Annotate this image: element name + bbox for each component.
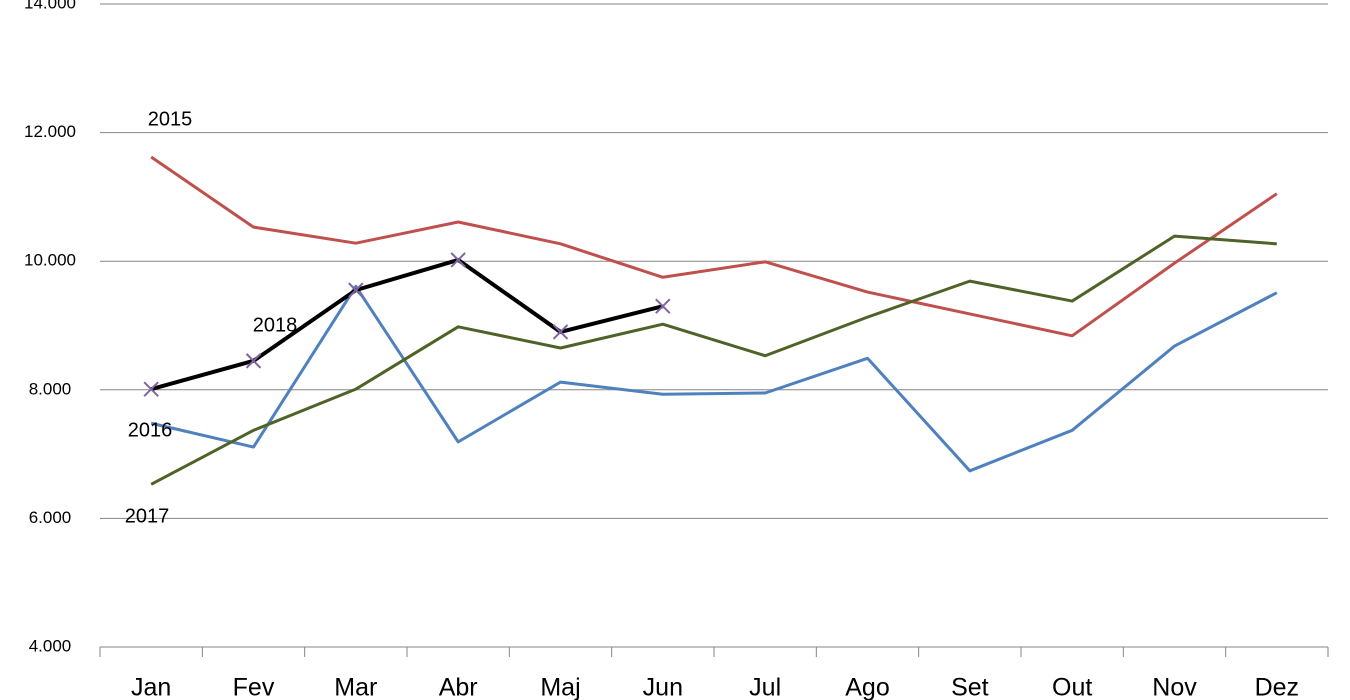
marker <box>348 282 364 298</box>
marker <box>655 298 671 314</box>
x-tick-label: Maj <box>540 674 580 700</box>
marker <box>143 381 159 397</box>
y-tick-label: 14.000 <box>24 0 76 12</box>
x-tick-label: Fev <box>233 674 275 700</box>
series-label: 2017 <box>125 505 170 527</box>
series-line <box>150 284 1278 473</box>
y-tick-label: 10.000 <box>24 251 76 270</box>
x-tick-label: Nov <box>1152 674 1197 700</box>
y-tick-label: 6.000 <box>29 508 72 527</box>
x-tick-label: Jan <box>131 674 171 700</box>
series-line <box>150 155 1278 338</box>
x-tick-label: Jul <box>749 674 781 700</box>
series-label: 2018 <box>253 314 298 336</box>
series-label: 2016 <box>128 419 173 441</box>
x-tick-label: Mar <box>334 674 377 700</box>
x-tick-label: Dez <box>1255 674 1299 700</box>
series-line <box>150 257 664 392</box>
marker <box>450 252 466 268</box>
marker <box>245 353 262 369</box>
y-tick-label: 12.000 <box>24 122 76 141</box>
y-tick-label: 8.000 <box>29 379 72 398</box>
marker <box>552 324 569 340</box>
series-line <box>150 234 1277 486</box>
x-tick-label: Ago <box>845 674 889 700</box>
x-tick-label: Out <box>1052 674 1092 700</box>
y-tick-label: 4.000 <box>29 636 72 655</box>
x-tick-label: Set <box>951 674 989 700</box>
x-tick-label: Abr <box>439 674 478 700</box>
series-label: 2015 <box>148 108 193 130</box>
x-tick-label: Jun <box>643 674 683 700</box>
